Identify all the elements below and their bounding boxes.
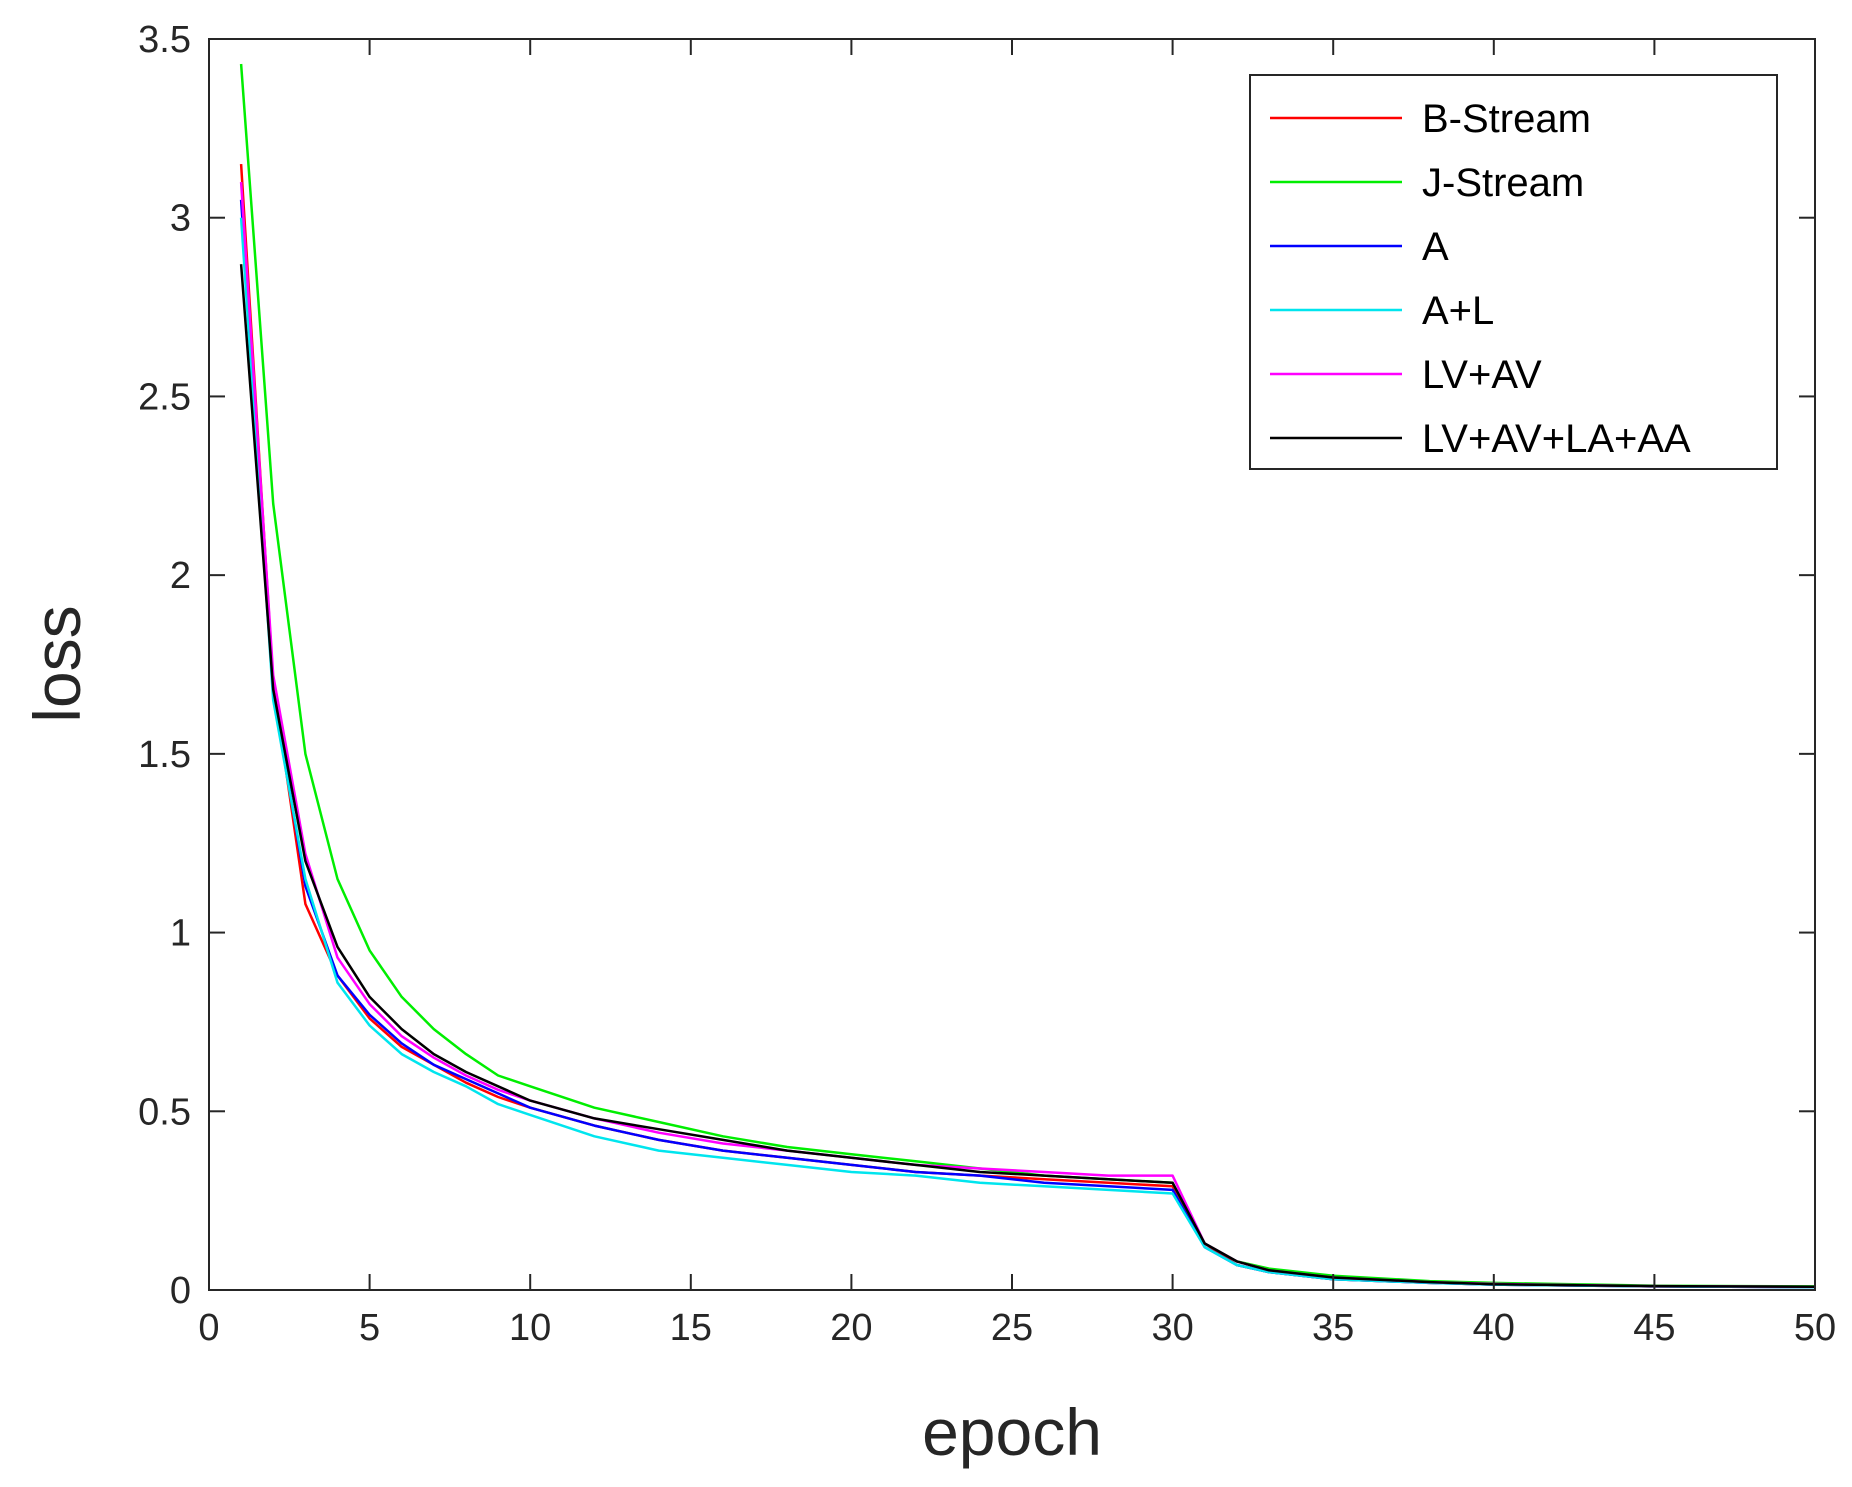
y-tick-label-2: 1: [170, 913, 191, 955]
legend-label-0: B-Stream: [1422, 97, 1591, 141]
y-tick-label-4: 2: [170, 555, 191, 597]
x-tick-label-1: 5: [359, 1307, 380, 1349]
legend-label-3: A+L: [1422, 289, 1494, 333]
x-tick-label-5: 25: [991, 1307, 1033, 1349]
legend-label-1: J-Stream: [1422, 161, 1584, 205]
x-tick-label-7: 35: [1312, 1307, 1354, 1349]
y-tick-label-0: 0: [170, 1270, 191, 1312]
legend-item-4: LV+AV: [1270, 353, 1542, 397]
legend-item-0: B-Stream: [1270, 97, 1591, 141]
legend-item-5: LV+AV+LA+AA: [1270, 417, 1691, 461]
legend-item-2: A: [1270, 225, 1449, 269]
x-tick-label-0: 0: [198, 1307, 219, 1349]
y-tick-label-6: 3: [170, 198, 191, 240]
legend-box: [1249, 74, 1778, 470]
y-tick-label-1: 0.5: [138, 1091, 191, 1133]
x-tick-label-2: 10: [509, 1307, 551, 1349]
series-line-5: [239, 264, 1816, 1289]
series-lines: [239, 63, 1816, 1289]
legend-label-2: A: [1422, 225, 1449, 269]
x-tick-label-4: 20: [830, 1307, 872, 1349]
axis-ticks: [208, 38, 1816, 1291]
x-tick-label-10: 50: [1794, 1307, 1836, 1349]
legend: B-Stream J-Stream A A+L LV+AV LV+AV+LA+AA: [1249, 74, 1778, 470]
x-tick-labels: 0 5 10 15 20 25 30 35 40 45 50: [198, 1307, 1836, 1349]
legend-item-1: J-Stream: [1270, 161, 1584, 205]
x-tick-label-6: 30: [1151, 1307, 1193, 1349]
y-tick-labels: 0 0.5 1 1.5 2 2.5 3 3.5: [138, 19, 191, 1312]
x-axis-label: epoch: [922, 1395, 1102, 1469]
legend-item-3: A+L: [1270, 289, 1494, 333]
y-tick-label-7: 3.5: [138, 19, 191, 61]
x-tick-label-8: 40: [1473, 1307, 1515, 1349]
y-tick-label-3: 1.5: [138, 734, 191, 776]
series-line-1: [239, 63, 1816, 1288]
legend-label-4: LV+AV: [1422, 353, 1542, 397]
legend-label-5: LV+AV+LA+AA: [1422, 417, 1691, 461]
series-line-3: [239, 217, 1816, 1289]
y-tick-label-5: 2.5: [138, 376, 191, 418]
y-axis-label: loss: [20, 605, 94, 722]
x-tick-label-3: 15: [670, 1307, 712, 1349]
x-tick-label-9: 45: [1633, 1307, 1675, 1349]
